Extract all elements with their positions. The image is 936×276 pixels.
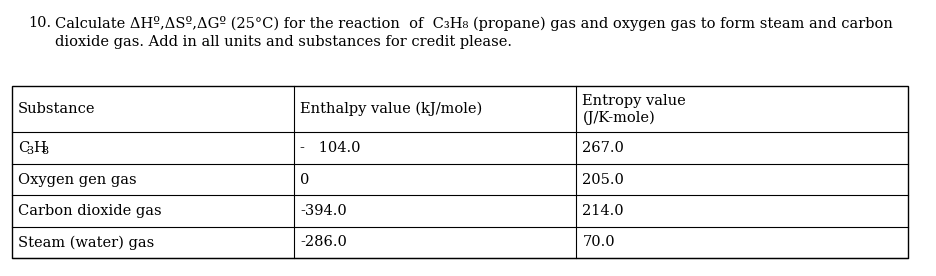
Text: H: H [33,141,46,155]
Text: Calculate ΔHº,ΔSº,ΔGº (25°C) for the reaction  of  C₃H₈ (propane) gas and oxygen: Calculate ΔHº,ΔSº,ΔGº (25°C) for the rea… [55,16,893,31]
Text: 3: 3 [26,146,33,156]
Text: Oxygen gen gas: Oxygen gen gas [18,172,137,187]
Text: 70.0: 70.0 [582,235,615,249]
Text: 0: 0 [300,172,310,187]
Text: 8: 8 [41,146,48,156]
Text: Entropy value
(J/K-mole): Entropy value (J/K-mole) [582,94,686,124]
Text: 205.0: 205.0 [582,172,624,187]
Text: -394.0: -394.0 [300,204,347,218]
Text: Steam (water) gas: Steam (water) gas [18,235,154,250]
Text: Enthalpy value (kJ/mole): Enthalpy value (kJ/mole) [300,102,482,116]
Text: dioxide gas. Add in all units and substances for credit please.: dioxide gas. Add in all units and substa… [55,35,512,49]
Text: 10.: 10. [28,16,51,30]
Text: Substance: Substance [18,102,95,116]
Text: -   104.0: - 104.0 [300,141,360,155]
Text: 267.0: 267.0 [582,141,624,155]
Text: 214.0: 214.0 [582,204,624,218]
Text: -286.0: -286.0 [300,235,347,249]
Text: Carbon dioxide gas: Carbon dioxide gas [18,204,162,218]
Bar [12,86,908,258]
Text: C: C [18,141,29,155]
